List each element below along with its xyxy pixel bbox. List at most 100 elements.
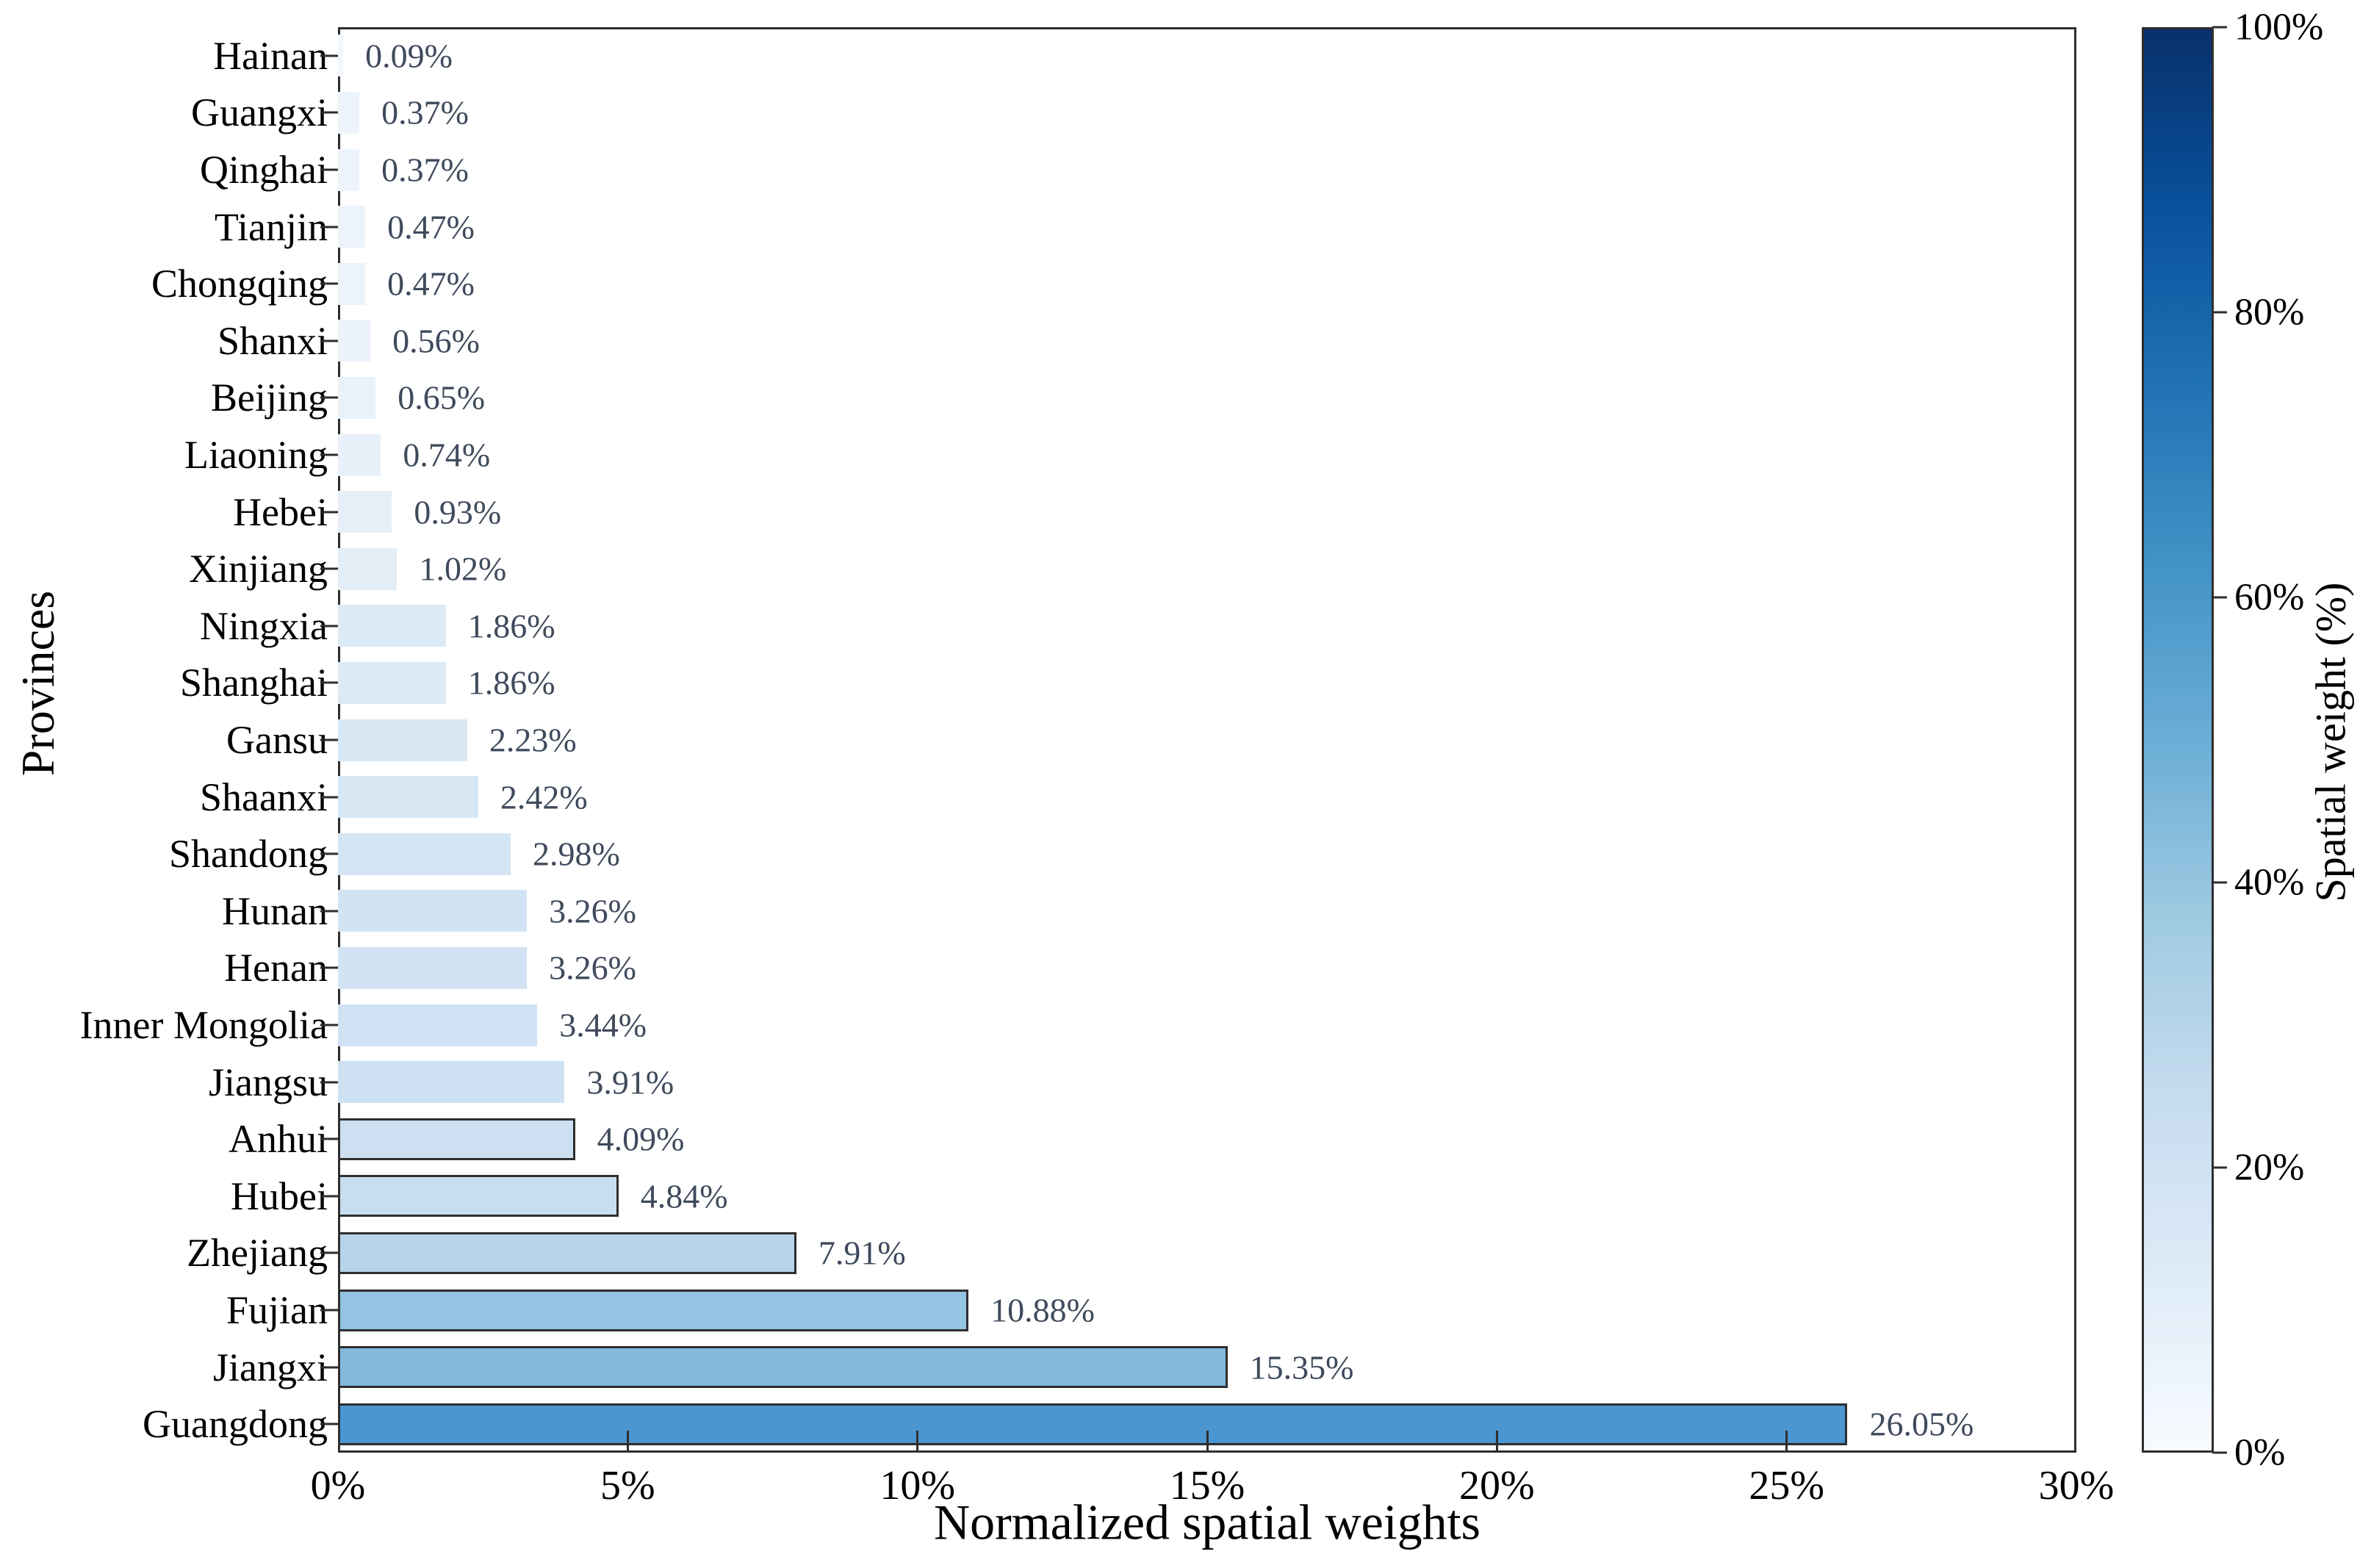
bar-value-label: 7.91% bbox=[818, 1234, 906, 1272]
bar bbox=[338, 206, 366, 248]
bar-value-label: 3.26% bbox=[549, 892, 636, 930]
bar bbox=[338, 547, 397, 590]
y-tick-label: Anhui bbox=[229, 1117, 328, 1162]
bar bbox=[338, 35, 344, 77]
plot-area bbox=[338, 27, 2076, 1453]
y-tick-label: Henan bbox=[224, 946, 328, 990]
y-tick-mark bbox=[320, 511, 338, 514]
y-tick-label: Hunan bbox=[222, 888, 328, 933]
y-tick-mark bbox=[320, 1137, 338, 1140]
colorbar-tick-label: 80% bbox=[2234, 291, 2305, 334]
y-tick-mark bbox=[320, 1195, 338, 1198]
bar-value-label: 0.47% bbox=[387, 208, 475, 246]
colorbar-tick-mark bbox=[2212, 1451, 2227, 1454]
bar-value-label: 0.56% bbox=[392, 322, 480, 360]
x-tick-label: 15% bbox=[1169, 1463, 1245, 1508]
y-tick-mark bbox=[320, 453, 338, 456]
x-tick-label: 10% bbox=[879, 1463, 955, 1508]
bar-value-label: 0.74% bbox=[403, 436, 491, 474]
bar bbox=[338, 1231, 796, 1274]
y-tick-mark bbox=[320, 966, 338, 969]
y-tick-mark bbox=[320, 1251, 338, 1254]
y-tick-mark bbox=[320, 1366, 338, 1369]
y-tick-label: Jiangsu bbox=[209, 1060, 328, 1104]
colorbar-tick-label: 20% bbox=[2234, 1146, 2305, 1189]
y-tick-label: Tianjin bbox=[214, 204, 328, 249]
x-tick-label: 0% bbox=[310, 1463, 366, 1508]
y-tick-mark bbox=[320, 910, 338, 913]
y-tick-mark bbox=[320, 625, 338, 627]
bar-value-label: 26.05% bbox=[1869, 1405, 1974, 1443]
colorbar-title: Spatial weight (%) bbox=[2306, 582, 2355, 902]
bar bbox=[338, 1403, 1848, 1445]
y-tick-label: Fujian bbox=[226, 1288, 328, 1332]
y-tick-mark bbox=[320, 567, 338, 570]
y-tick-label: Gansu bbox=[226, 718, 328, 762]
bar-value-label: 2.42% bbox=[500, 778, 588, 816]
bar-value-label: 2.23% bbox=[489, 721, 577, 759]
y-tick-mark bbox=[320, 111, 338, 114]
bar bbox=[338, 1289, 969, 1331]
x-tick-mark bbox=[1495, 1431, 1498, 1453]
bar bbox=[338, 1118, 575, 1160]
bar bbox=[338, 262, 366, 305]
y-tick-mark bbox=[320, 1081, 338, 1084]
y-tick-label: Guangxi bbox=[191, 90, 328, 135]
bar bbox=[338, 1175, 619, 1218]
y-tick-label: Shanxi bbox=[217, 318, 328, 363]
bar-value-label: 0.47% bbox=[387, 265, 475, 303]
y-tick-mark bbox=[320, 168, 338, 171]
bar bbox=[338, 719, 467, 761]
y-tick-label: Guangdong bbox=[143, 1402, 328, 1447]
y-tick-mark bbox=[320, 1309, 338, 1312]
bar bbox=[338, 148, 360, 191]
y-tick-label: Shandong bbox=[169, 832, 328, 877]
colorbar-tick-mark bbox=[2212, 1166, 2227, 1169]
y-tick-label: Qinghai bbox=[200, 148, 328, 192]
bar-value-label: 3.91% bbox=[586, 1063, 674, 1101]
bar-value-label: 10.88% bbox=[990, 1291, 1095, 1329]
y-tick-label: Liaoning bbox=[184, 433, 328, 477]
y-tick-label: Hubei bbox=[231, 1173, 328, 1218]
bar bbox=[338, 1004, 538, 1046]
bar bbox=[338, 1061, 565, 1104]
y-tick-mark bbox=[320, 1024, 338, 1026]
y-tick-label: Shaanxi bbox=[200, 774, 328, 819]
bar-value-label: 2.98% bbox=[533, 835, 620, 873]
y-tick-mark bbox=[320, 796, 338, 799]
colorbar-tick-mark bbox=[2212, 881, 2227, 884]
y-tick-mark bbox=[320, 681, 338, 684]
x-tick-mark bbox=[1206, 1431, 1209, 1453]
colorbar-tick-label: 60% bbox=[2234, 576, 2305, 619]
y-tick-label: Hainan bbox=[213, 33, 328, 78]
y-tick-label: Xinjiang bbox=[189, 547, 328, 591]
bar-value-label: 1.86% bbox=[467, 607, 555, 645]
bar-value-label: 0.09% bbox=[365, 37, 453, 75]
y-tick-label: Zhejiang bbox=[187, 1231, 328, 1276]
bar bbox=[338, 605, 446, 647]
colorbar-tick-label: 100% bbox=[2234, 6, 2324, 48]
bar bbox=[338, 776, 478, 819]
bar bbox=[338, 832, 511, 875]
colorbar-tick-mark bbox=[2212, 26, 2227, 29]
y-tick-mark bbox=[320, 738, 338, 741]
y-tick-label: Shanghai bbox=[180, 661, 328, 705]
bar-value-label: 3.26% bbox=[549, 949, 636, 987]
bar bbox=[338, 434, 381, 476]
x-tick-label: 25% bbox=[1749, 1463, 1824, 1508]
y-tick-mark bbox=[320, 396, 338, 399]
bar bbox=[338, 661, 446, 704]
bar-value-label: 4.84% bbox=[640, 1177, 728, 1215]
bar bbox=[338, 946, 528, 989]
bar-value-label: 15.35% bbox=[1249, 1348, 1354, 1387]
bar-value-label: 0.93% bbox=[414, 493, 502, 531]
y-tick-mark bbox=[320, 852, 338, 855]
y-tick-mark bbox=[320, 339, 338, 342]
bar bbox=[338, 376, 376, 419]
bar bbox=[338, 1346, 1228, 1389]
colorbar-tick-label: 0% bbox=[2234, 1431, 2286, 1474]
x-axis-title: Normalized spatial weights bbox=[933, 1494, 1481, 1550]
colorbar-tick-mark bbox=[2212, 596, 2227, 599]
bar bbox=[338, 890, 528, 932]
